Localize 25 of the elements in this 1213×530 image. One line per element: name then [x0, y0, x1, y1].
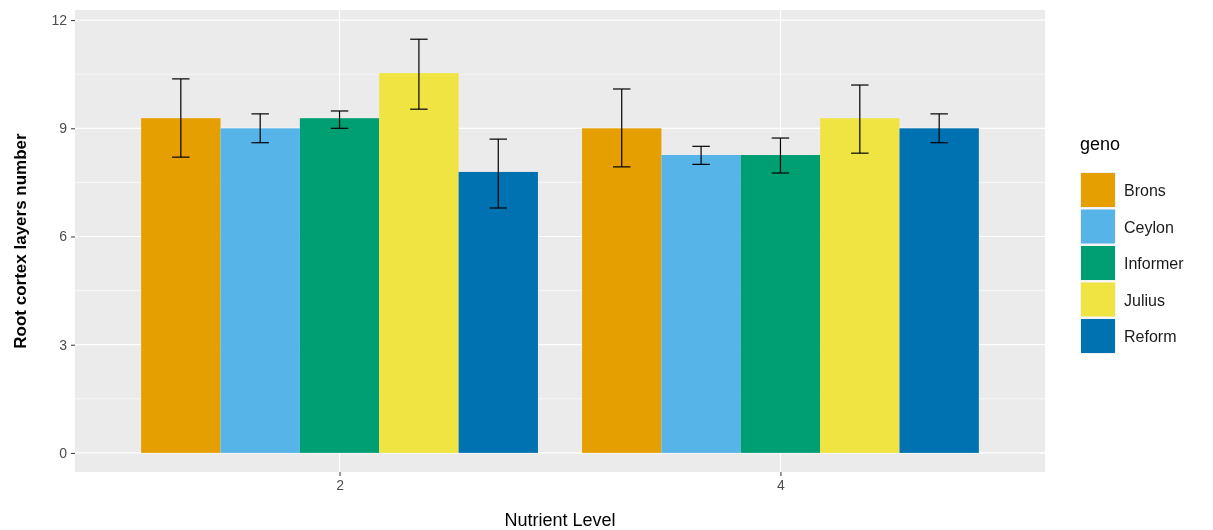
y-tick-label: 12	[51, 12, 68, 29]
legend-title: geno	[1080, 134, 1121, 154]
legend-label: Reform	[1124, 328, 1177, 345]
y-tick-label: 6	[59, 228, 68, 245]
bar	[458, 171, 538, 453]
x-tick-label: 2	[336, 476, 345, 493]
legend-label: Ceylon	[1124, 218, 1174, 236]
bar	[582, 128, 662, 453]
bar	[299, 118, 380, 453]
bar	[661, 154, 741, 453]
legend-label: Informer	[1124, 255, 1185, 272]
y-tick-label: 9	[59, 120, 68, 137]
y-tick-label: 3	[59, 336, 68, 353]
bar	[740, 154, 821, 453]
bar	[141, 118, 221, 453]
bar	[820, 118, 900, 453]
x-axis-title: Nutrient Level	[504, 510, 616, 530]
y-tick-label: 0	[59, 444, 68, 461]
x-tick-label: 4	[777, 476, 786, 493]
bar	[220, 128, 300, 453]
bar	[379, 73, 459, 453]
legend-label: Brons	[1124, 182, 1166, 199]
bar	[899, 128, 979, 453]
y-axis-title: Root cortex layers number	[11, 132, 30, 349]
legend-label: Julius	[1124, 291, 1165, 309]
